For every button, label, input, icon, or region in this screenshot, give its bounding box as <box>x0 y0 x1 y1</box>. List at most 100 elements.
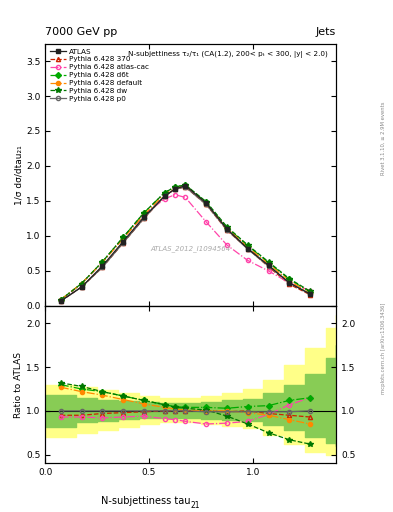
Pythia 6.428 370 <box>245 245 250 251</box>
ATLAS <box>308 291 312 297</box>
Text: 7000 GeV pp: 7000 GeV pp <box>45 27 118 37</box>
Pythia 6.428 atlas-cac <box>173 191 177 198</box>
Pythia 6.428 d6t <box>121 234 125 241</box>
Pythia 6.428 atlas-cac <box>245 258 250 264</box>
Pythia 6.428 default <box>266 261 271 267</box>
Pythia 6.428 p0 <box>100 264 105 270</box>
Line: Pythia 6.428 default: Pythia 6.428 default <box>59 183 312 302</box>
Pythia 6.428 d6t <box>162 189 167 196</box>
Pythia 6.428 default <box>162 191 167 197</box>
Pythia 6.428 d6t <box>141 210 146 216</box>
Pythia 6.428 dw <box>204 199 209 205</box>
Pythia 6.428 atlas-cac <box>204 219 209 225</box>
Pythia 6.428 p0 <box>204 201 209 207</box>
ATLAS <box>100 263 105 269</box>
Pythia 6.428 default <box>79 281 84 287</box>
Pythia 6.428 370 <box>162 193 167 199</box>
ATLAS <box>59 298 63 304</box>
Pythia 6.428 d6t <box>173 184 177 190</box>
Text: Jets: Jets <box>316 27 336 37</box>
Pythia 6.428 dw <box>79 281 84 287</box>
Pythia 6.428 p0 <box>79 284 84 290</box>
Pythia 6.428 d6t <box>245 243 250 249</box>
Pythia 6.428 p0 <box>121 240 125 246</box>
Pythia 6.428 default <box>308 290 312 296</box>
Pythia 6.428 370 <box>121 240 125 246</box>
ATLAS <box>121 239 125 245</box>
Line: Pythia 6.428 atlas-cac: Pythia 6.428 atlas-cac <box>59 193 312 303</box>
Pythia 6.428 dw <box>266 259 271 265</box>
Pythia 6.428 atlas-cac <box>287 280 292 286</box>
ATLAS <box>79 284 84 290</box>
Pythia 6.428 370 <box>79 284 84 290</box>
Pythia 6.428 370 <box>183 184 188 190</box>
ATLAS <box>141 214 146 220</box>
Text: ATLAS_2012_I1094564: ATLAS_2012_I1094564 <box>151 245 231 251</box>
Pythia 6.428 p0 <box>225 227 230 233</box>
Pythia 6.428 d6t <box>308 289 312 295</box>
Pythia 6.428 370 <box>173 186 177 192</box>
Pythia 6.428 d6t <box>59 296 63 303</box>
ATLAS <box>162 193 167 199</box>
Pythia 6.428 370 <box>266 264 271 270</box>
Pythia 6.428 atlas-cac <box>225 242 230 248</box>
Pythia 6.428 default <box>287 278 292 284</box>
Pythia 6.428 370 <box>59 298 63 304</box>
Pythia 6.428 dw <box>245 242 250 248</box>
Pythia 6.428 d6t <box>79 281 84 287</box>
Pythia 6.428 d6t <box>100 259 105 265</box>
Pythia 6.428 atlas-cac <box>100 260 105 266</box>
Pythia 6.428 atlas-cac <box>183 195 188 201</box>
Y-axis label: 1/σ dσ/dtau₂₁: 1/σ dσ/dtau₂₁ <box>14 145 23 205</box>
Pythia 6.428 d6t <box>183 182 188 188</box>
Pythia 6.428 dw <box>121 234 125 241</box>
Pythia 6.428 default <box>183 182 188 188</box>
Pythia 6.428 dw <box>100 259 105 265</box>
Pythia 6.428 default <box>245 244 250 250</box>
Pythia 6.428 dw <box>287 275 292 282</box>
Pythia 6.428 atlas-cac <box>79 281 84 287</box>
Y-axis label: Ratio to ATLAS: Ratio to ATLAS <box>14 352 23 418</box>
Pythia 6.428 p0 <box>245 246 250 252</box>
Text: N-subjettiness τ₂/τ₁ (CA(1.2), 200< pₜ < 300, |y| < 2.0): N-subjettiness τ₂/τ₁ (CA(1.2), 200< pₜ <… <box>128 51 327 58</box>
Pythia 6.428 d6t <box>225 224 230 230</box>
Pythia 6.428 dw <box>173 184 177 190</box>
Pythia 6.428 370 <box>308 292 312 298</box>
Pythia 6.428 370 <box>225 227 230 233</box>
ATLAS <box>266 262 271 268</box>
ATLAS <box>245 245 250 251</box>
Pythia 6.428 p0 <box>59 298 63 304</box>
Pythia 6.428 p0 <box>183 184 188 190</box>
Line: Pythia 6.428 dw: Pythia 6.428 dw <box>58 182 313 303</box>
Pythia 6.428 dw <box>225 224 230 230</box>
Pythia 6.428 atlas-cac <box>266 268 271 274</box>
Pythia 6.428 default <box>59 296 63 303</box>
Pythia 6.428 atlas-cac <box>141 212 146 218</box>
Pythia 6.428 p0 <box>173 186 177 192</box>
Pythia 6.428 p0 <box>308 291 312 297</box>
Pythia 6.428 atlas-cac <box>308 287 312 293</box>
Legend: ATLAS, Pythia 6.428 370, Pythia 6.428 atlas-cac, Pythia 6.428 d6t, Pythia 6.428 : ATLAS, Pythia 6.428 370, Pythia 6.428 at… <box>48 47 151 104</box>
Line: Pythia 6.428 p0: Pythia 6.428 p0 <box>59 185 312 303</box>
ATLAS <box>204 200 209 206</box>
Pythia 6.428 d6t <box>204 199 209 205</box>
Pythia 6.428 d6t <box>266 260 271 266</box>
ATLAS <box>287 280 292 286</box>
Pythia 6.428 default <box>100 260 105 266</box>
Text: N-subjettiness tau: N-subjettiness tau <box>101 496 191 506</box>
Pythia 6.428 atlas-cac <box>162 196 167 202</box>
ATLAS <box>173 186 177 192</box>
Line: Pythia 6.428 370: Pythia 6.428 370 <box>59 185 312 303</box>
Pythia 6.428 dw <box>141 210 146 216</box>
ATLAS <box>225 226 230 232</box>
Pythia 6.428 370 <box>100 264 105 270</box>
Pythia 6.428 default <box>141 212 146 218</box>
Pythia 6.428 default <box>121 236 125 242</box>
Text: 21: 21 <box>191 501 200 510</box>
Pythia 6.428 dw <box>308 288 312 294</box>
Pythia 6.428 p0 <box>287 280 292 286</box>
Line: Pythia 6.428 d6t: Pythia 6.428 d6t <box>59 183 312 302</box>
Pythia 6.428 default <box>173 185 177 191</box>
Pythia 6.428 d6t <box>287 276 292 283</box>
Pythia 6.428 370 <box>287 281 292 287</box>
